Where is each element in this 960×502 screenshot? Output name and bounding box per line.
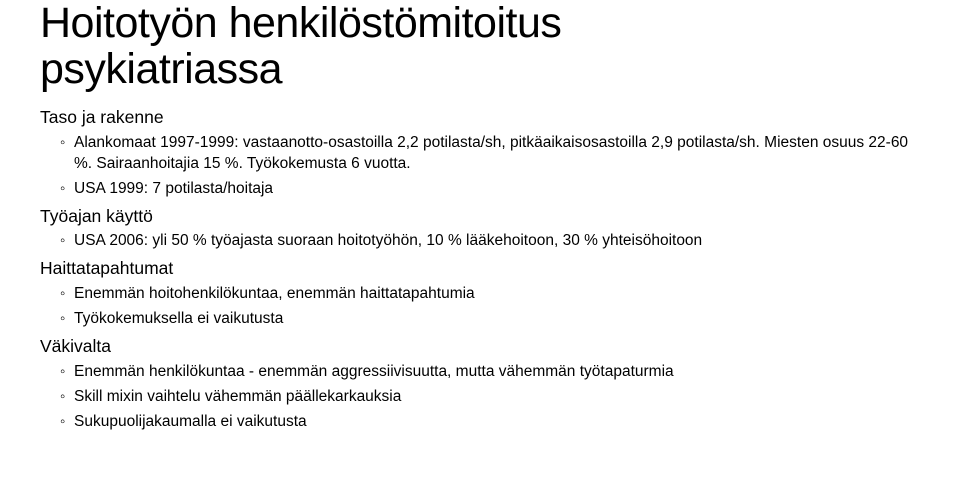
list-item: USA 2006: yli 50 % työajasta suoraan hoi… (60, 231, 920, 252)
section-heading-1: Työajan käyttö (40, 206, 920, 228)
title-line-2: psykiatriassa (40, 45, 282, 93)
slide-container: Hoitotyön henkilöstömitoitus psykiatrias… (0, 0, 960, 502)
section-heading-0: Taso ja rakenne (40, 107, 920, 129)
section-list-1: USA 2006: yli 50 % työajasta suoraan hoi… (40, 231, 920, 252)
list-item: Sukupuolijakaumalla ei vaikutusta (60, 412, 920, 433)
slide-title: Hoitotyön henkilöstömitoitus psykiatrias… (40, 0, 920, 93)
section-heading-3: Väkivalta (40, 336, 920, 358)
title-line-1: Hoitotyön henkilöstömitoitus (40, 0, 561, 47)
section-list-2: Enemmän hoitohenkilökuntaa, enemmän hait… (40, 284, 920, 330)
list-item: Enemmän henkilökuntaa - enemmän aggressi… (60, 362, 920, 383)
list-item: USA 1999: 7 potilasta/hoitaja (60, 179, 920, 200)
section-list-0: Alankomaat 1997-1999: vastaanotto-osasto… (40, 133, 920, 200)
list-item: Työkokemuksella ei vaikutusta (60, 309, 920, 330)
section-list-3: Enemmän henkilökuntaa - enemmän aggressi… (40, 362, 920, 433)
list-item: Alankomaat 1997-1999: vastaanotto-osasto… (60, 133, 920, 175)
section-heading-2: Haittatapahtumat (40, 258, 920, 280)
list-item: Enemmän hoitohenkilökuntaa, enemmän hait… (60, 284, 920, 305)
list-item: Skill mixin vaihtelu vähemmän päällekark… (60, 387, 920, 408)
